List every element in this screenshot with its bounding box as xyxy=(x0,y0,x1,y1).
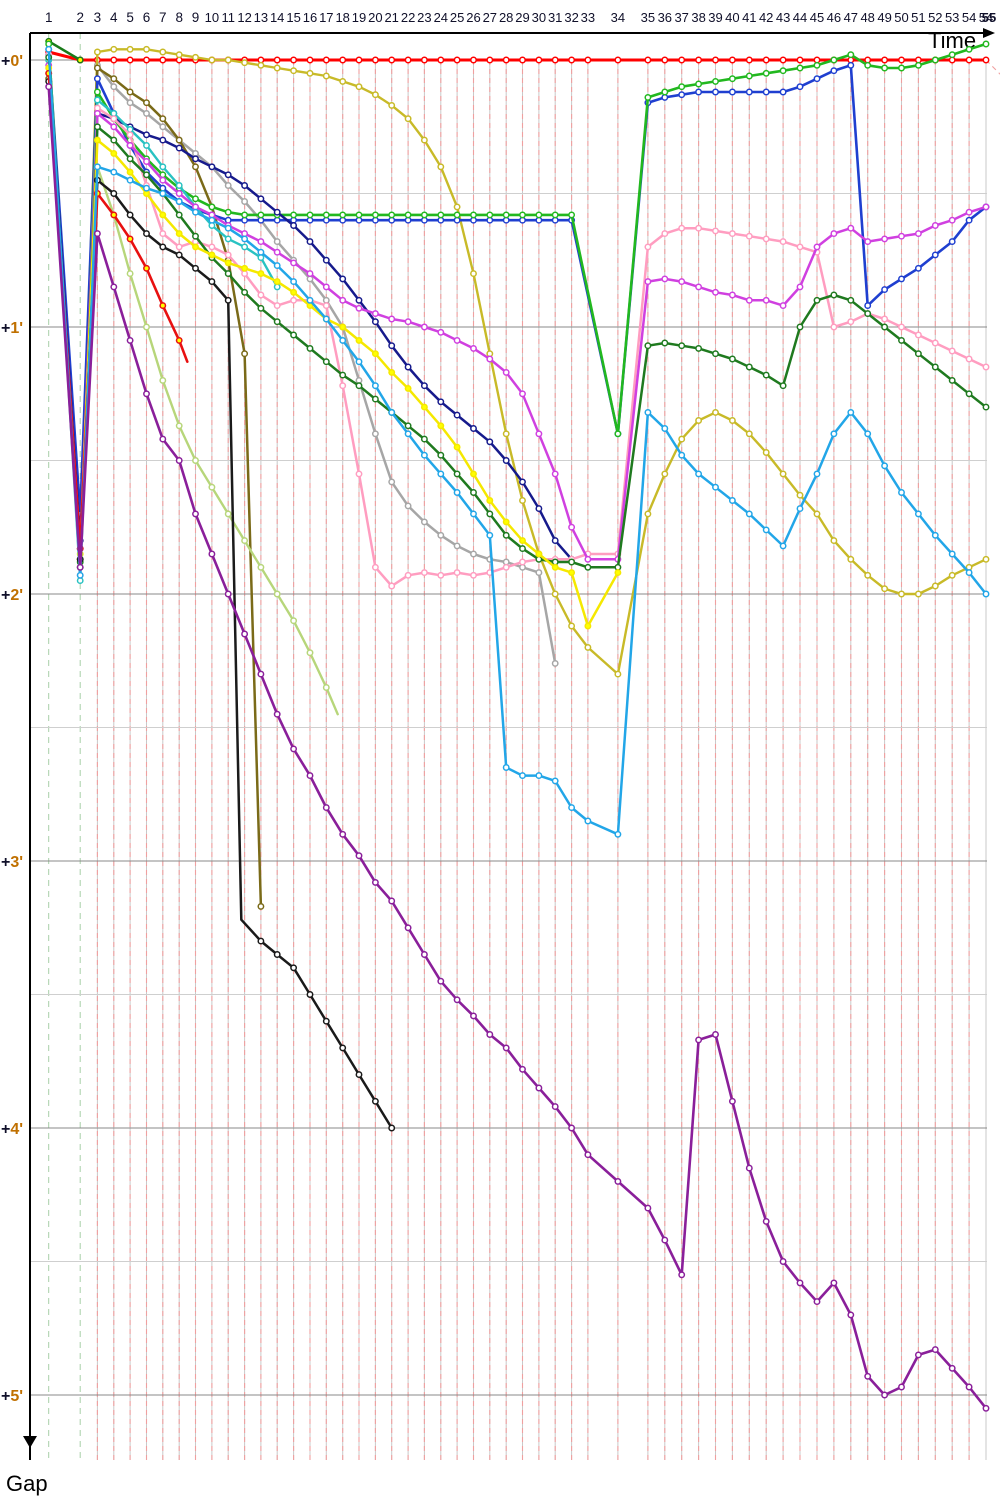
svg-text:34: 34 xyxy=(611,10,625,25)
svg-text:4: 4 xyxy=(110,10,118,25)
svg-text:25: 25 xyxy=(450,10,464,25)
svg-text:52: 52 xyxy=(928,10,942,25)
svg-text:31: 31 xyxy=(548,10,562,25)
svg-text:38: 38 xyxy=(691,10,705,25)
svg-text:32: 32 xyxy=(564,10,578,25)
svg-text:19: 19 xyxy=(352,10,366,25)
svg-text:13: 13 xyxy=(254,10,268,25)
svg-text:30: 30 xyxy=(532,10,546,25)
svg-text:14: 14 xyxy=(270,10,284,25)
svg-text:46: 46 xyxy=(827,10,841,25)
svg-text:15: 15 xyxy=(286,10,300,25)
svg-text:50: 50 xyxy=(894,10,908,25)
svg-text:+4': +4' xyxy=(1,1121,23,1138)
svg-text:+1': +1' xyxy=(1,320,23,337)
svg-text:36: 36 xyxy=(658,10,672,25)
svg-text:20: 20 xyxy=(368,10,382,25)
svg-text:2: 2 xyxy=(76,10,84,25)
svg-text:35: 35 xyxy=(641,10,655,25)
svg-text:24: 24 xyxy=(434,10,448,25)
svg-text:22: 22 xyxy=(401,10,415,25)
svg-text:8: 8 xyxy=(175,10,183,25)
svg-text:21: 21 xyxy=(384,10,398,25)
svg-text:+0': +0' xyxy=(1,53,23,70)
svg-text:+2': +2' xyxy=(1,587,23,604)
svg-text:42: 42 xyxy=(759,10,773,25)
svg-text:26: 26 xyxy=(466,10,480,25)
svg-text:6: 6 xyxy=(143,10,151,25)
svg-text:+5': +5' xyxy=(1,1388,23,1405)
svg-text:12: 12 xyxy=(237,10,251,25)
svg-text:5: 5 xyxy=(126,10,134,25)
svg-text:44: 44 xyxy=(793,10,807,25)
svg-text:+3': +3' xyxy=(1,854,23,871)
svg-text:Gap: Gap xyxy=(6,1471,48,1496)
svg-text:37: 37 xyxy=(674,10,688,25)
svg-text:51: 51 xyxy=(911,10,925,25)
svg-text:43: 43 xyxy=(776,10,790,25)
svg-text:3: 3 xyxy=(94,10,102,25)
svg-text:11: 11 xyxy=(221,10,235,25)
svg-text:27: 27 xyxy=(483,10,497,25)
svg-text:17: 17 xyxy=(319,10,333,25)
svg-text:18: 18 xyxy=(335,10,349,25)
svg-text:7: 7 xyxy=(159,10,167,25)
svg-text:10: 10 xyxy=(205,10,219,25)
svg-text:16: 16 xyxy=(303,10,317,25)
svg-text:45: 45 xyxy=(810,10,824,25)
svg-text:47: 47 xyxy=(844,10,858,25)
svg-text:54: 54 xyxy=(962,10,976,25)
svg-text:9: 9 xyxy=(192,10,200,25)
svg-text:33: 33 xyxy=(581,10,595,25)
svg-text:48: 48 xyxy=(860,10,874,25)
svg-text:1: 1 xyxy=(45,10,53,25)
svg-text:41: 41 xyxy=(742,10,756,25)
svg-text:55: 55 xyxy=(982,10,996,25)
svg-text:49: 49 xyxy=(877,10,891,25)
svg-text:40: 40 xyxy=(725,10,739,25)
svg-text:23: 23 xyxy=(417,10,431,25)
svg-text:29: 29 xyxy=(515,10,529,25)
svg-text:53: 53 xyxy=(945,10,959,25)
svg-text:28: 28 xyxy=(499,10,513,25)
svg-text:39: 39 xyxy=(708,10,722,25)
